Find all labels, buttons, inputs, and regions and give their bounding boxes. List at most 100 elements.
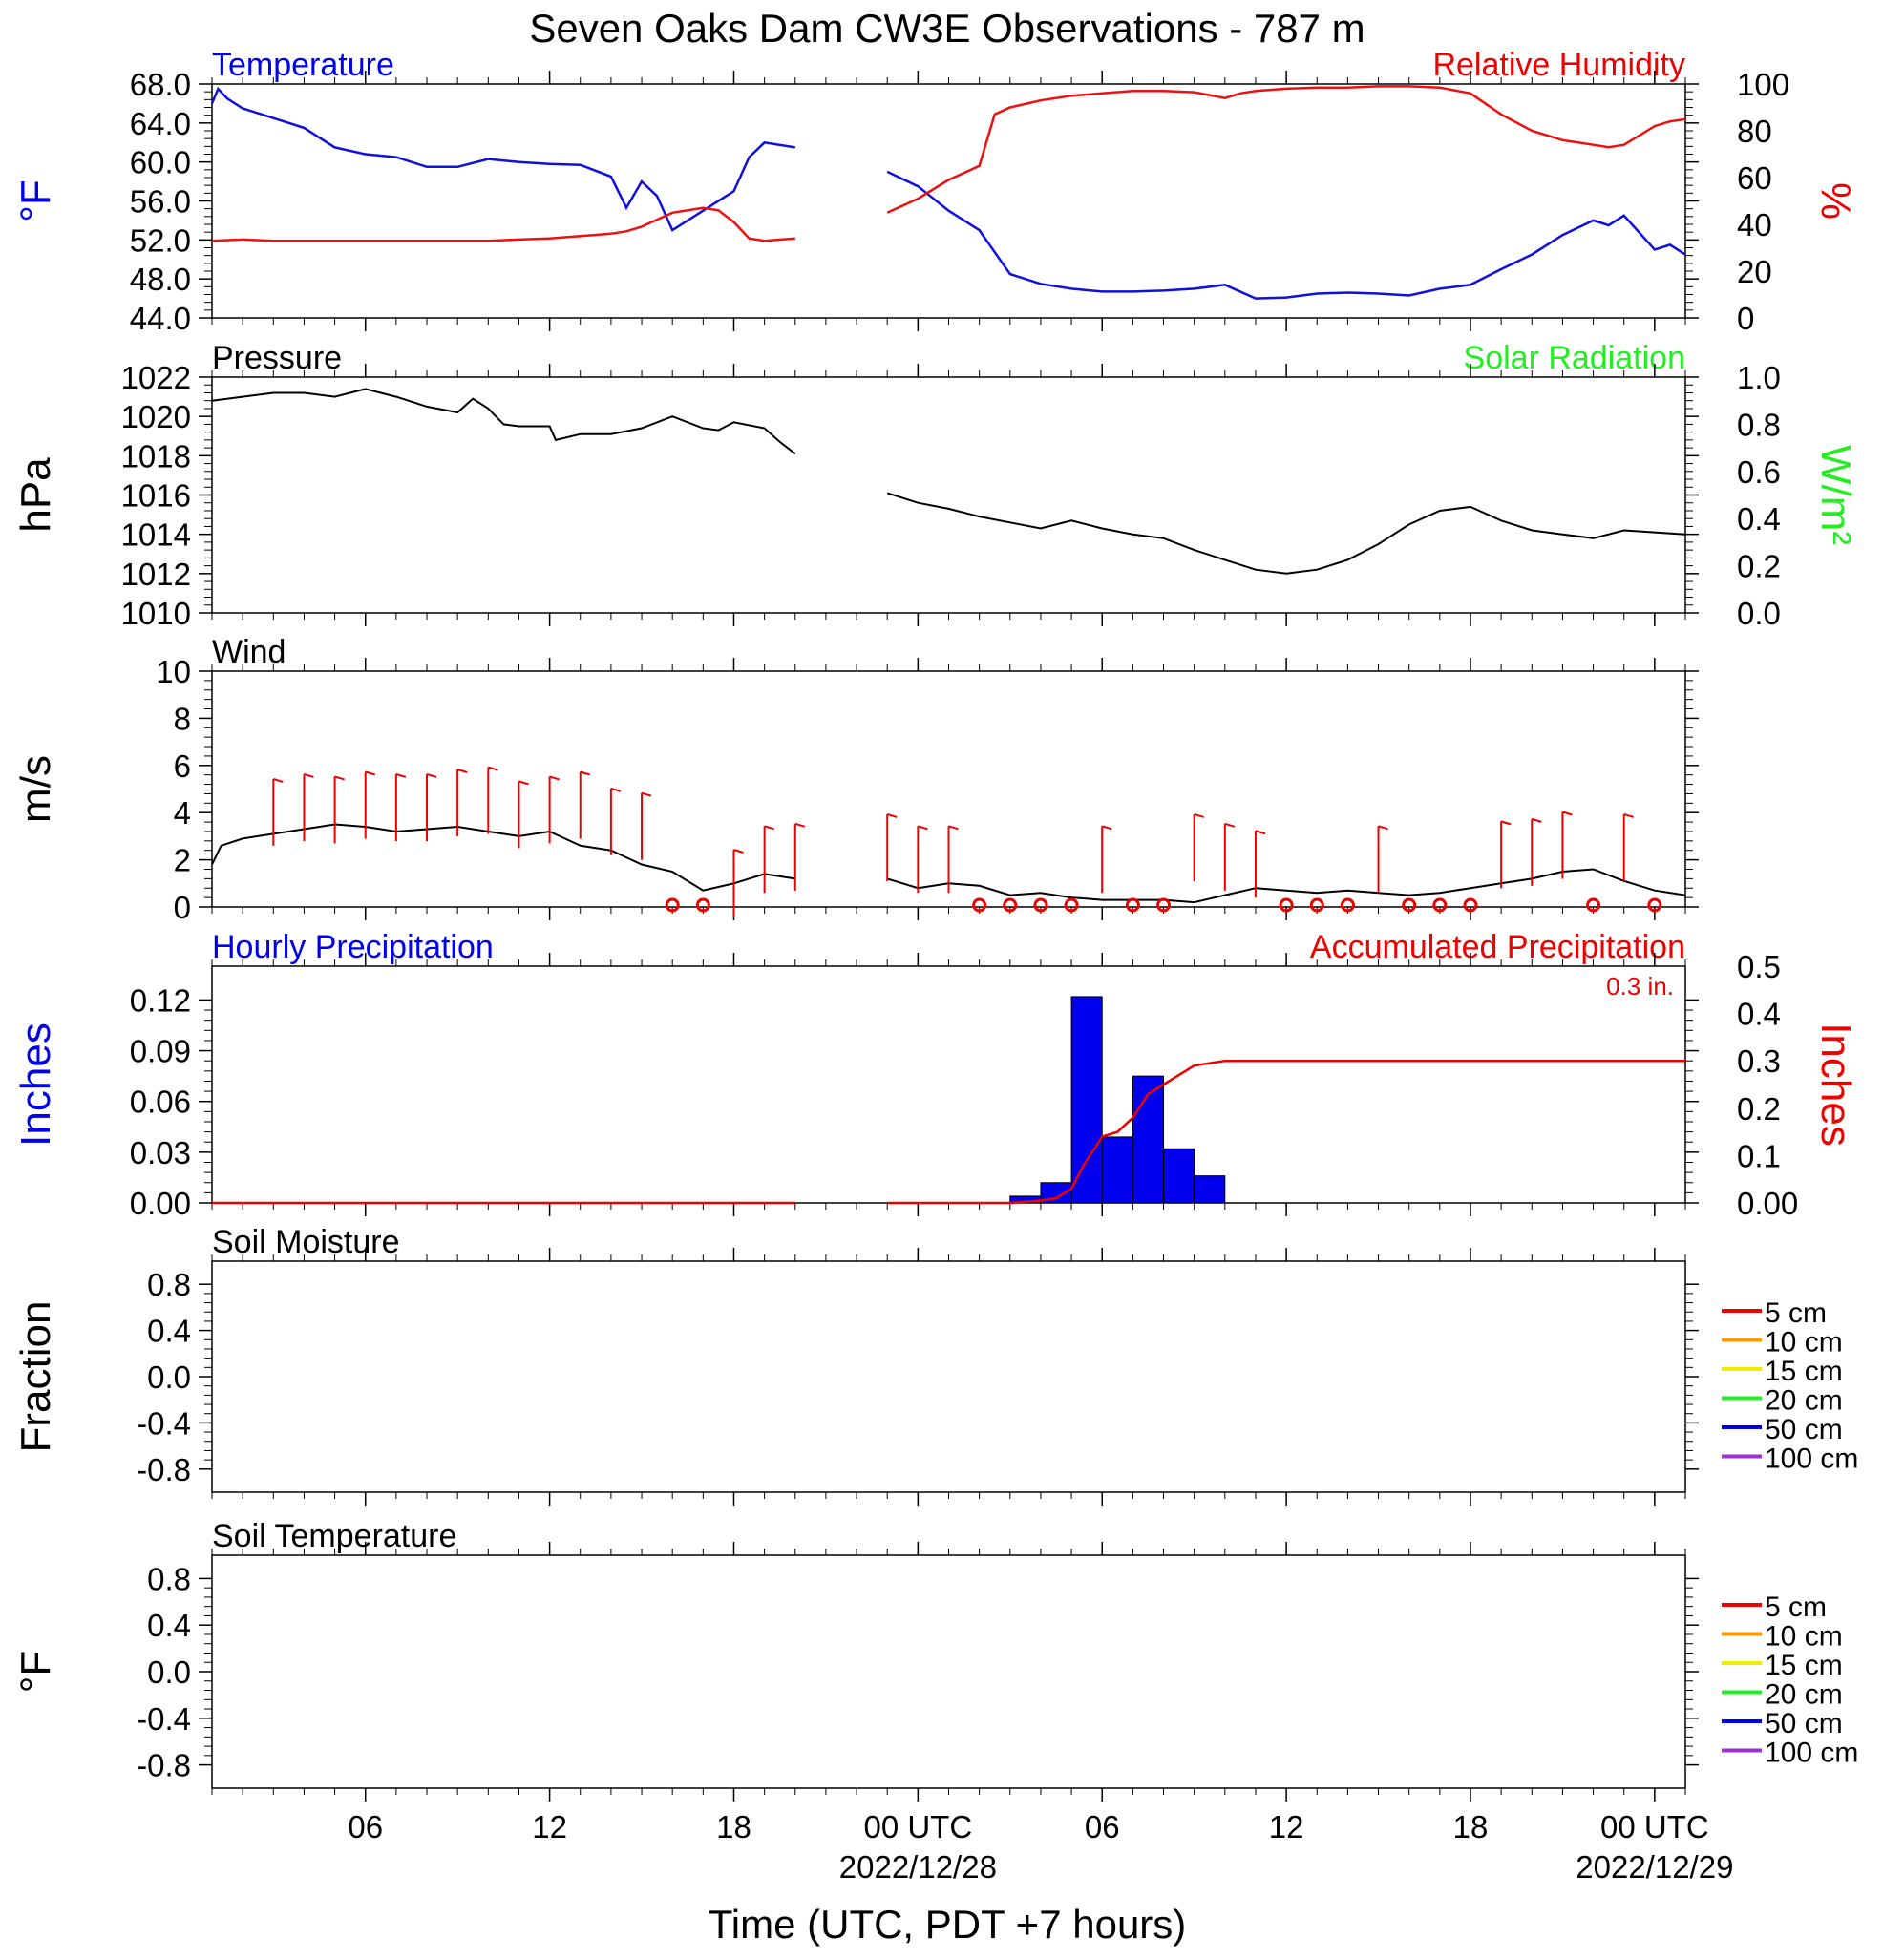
- legend-label: 20 cm: [1765, 1679, 1843, 1711]
- y-axis-label: hPa: [12, 457, 59, 533]
- wind-barb-flag: [334, 775, 345, 781]
- y-tick-label: 56.0: [130, 184, 191, 220]
- panels-group: Temperature Relative Humidity68.064.060.0…: [12, 47, 1859, 1802]
- y-right-tick-label: 60: [1737, 160, 1772, 196]
- wind-barb-flag: [794, 822, 806, 828]
- wind-calm-circle: [1340, 897, 1355, 913]
- panel-left-title: Wind: [212, 634, 286, 670]
- wind-calm-circle: [1309, 897, 1324, 913]
- legend-label: 20 cm: [1765, 1385, 1843, 1417]
- wind-barb-flag: [764, 825, 774, 831]
- wind-barb-flag: [580, 770, 591, 776]
- wind-barb-flag: [1224, 822, 1236, 828]
- y-tick-label: 1010: [121, 596, 191, 631]
- panel-right-title: Accumulated Precipitation: [1310, 929, 1685, 965]
- wind-barb-flag: [1623, 812, 1634, 818]
- series-line-relative-humidity: [211, 206, 795, 242]
- y-tick-label: 1022: [121, 360, 191, 395]
- wind-barb-flag: [641, 791, 652, 797]
- y-axis-label: Fraction: [12, 1301, 59, 1453]
- y-right-tick-label: 40: [1737, 207, 1772, 242]
- y-tick-label: -0.8: [137, 1748, 191, 1783]
- y-tick-label: 0.8: [147, 1267, 191, 1302]
- y-tick-label: 10: [156, 654, 191, 689]
- y-tick-label: 0.4: [147, 1608, 191, 1643]
- y-tick-label: 48.0: [130, 262, 191, 297]
- y-right-tick-label: 0.2: [1737, 549, 1781, 584]
- y-right-tick-label: 0.2: [1737, 1091, 1781, 1127]
- wind-barb-flag: [365, 770, 376, 776]
- x-tick-label: 00 UTC: [864, 1809, 973, 1844]
- y-tick-label: 1018: [121, 438, 191, 474]
- x-axis-title: Time (UTC, PDT +7 hours): [709, 1902, 1187, 1947]
- y-right-tick-label: 0: [1737, 301, 1754, 336]
- y-tick-label: 0.0: [147, 1654, 191, 1690]
- wind-barb-flag: [610, 787, 622, 792]
- y-tick-label: 52.0: [130, 222, 191, 258]
- wind-barb-flag: [1500, 820, 1512, 826]
- panel-annotation: 0.3 in.: [1606, 972, 1674, 1001]
- y-right-tick-label: 20: [1737, 254, 1772, 289]
- y-tick-label: 8: [174, 701, 191, 736]
- y-right-tick-label: 80: [1737, 114, 1772, 149]
- y-right-tick-label: 0.00: [1737, 1186, 1798, 1221]
- y-right-tick-label: 0.3: [1737, 1043, 1781, 1079]
- y-tick-label: 6: [174, 748, 191, 784]
- y-right-tick-label: 0.0: [1737, 596, 1781, 631]
- series-line-temperature: [886, 170, 1686, 300]
- y-tick-label: 1016: [121, 478, 191, 514]
- series-line-wind-speed: [211, 823, 795, 892]
- y-tick-label: -0.4: [137, 1405, 191, 1441]
- panel-soil_moisture: Soil Moisture 0.8 0.4 0.0 -0.4 -0.8 Fraction 5 …: [12, 1224, 1858, 1506]
- precip-bar: [1194, 1175, 1226, 1204]
- y-right-axis-label: Inches: [1812, 1022, 1859, 1147]
- wind-calm-circle: [1003, 897, 1018, 913]
- x-tick-label: 00 UTC: [1600, 1809, 1709, 1844]
- panel-frame: [211, 1260, 1686, 1493]
- wind-calm-circle: [1432, 897, 1448, 913]
- wind-calm-circle: [1647, 897, 1662, 913]
- y-tick-label: 0.12: [130, 982, 191, 1018]
- panel-right-title: Relative Humidity: [1432, 47, 1685, 83]
- wind-barb-flag: [518, 780, 529, 786]
- panel-left-title: Temperature: [212, 47, 394, 83]
- x-tick-label: 18: [716, 1809, 751, 1844]
- precip-bar: [1163, 1148, 1195, 1204]
- panel-frame: [211, 965, 1686, 1204]
- wind-barb-flag: [733, 849, 744, 854]
- panel-frame: [211, 1554, 1686, 1789]
- wind-calm-circle: [972, 897, 987, 913]
- wind-calm-circle: [665, 897, 680, 913]
- y-tick-label: 4: [174, 795, 191, 831]
- panel-temp_rh: Temperature Relative Humidity 68.0 64.0 60.0…: [12, 47, 1859, 336]
- precip-bar: [1132, 1075, 1165, 1204]
- y-tick-label: 68.0: [130, 67, 191, 102]
- panel-left-title: Soil Moisture: [212, 1224, 400, 1260]
- y-tick-label: 0.03: [130, 1135, 191, 1170]
- y-tick-label: 0.8: [147, 1561, 191, 1596]
- wind-calm-circle: [1125, 897, 1140, 913]
- panel-wind: Wind 10 8 6 4 2 0 m/s: [12, 634, 1699, 925]
- series-line-pressure: [211, 388, 796, 455]
- wind-barb-flag: [918, 825, 928, 831]
- y-right-tick-label: 0.6: [1737, 454, 1781, 490]
- wind-barb-flag: [886, 812, 898, 818]
- wind-calm-circle: [1279, 897, 1294, 913]
- wind-barb-flag: [1194, 812, 1204, 818]
- wind-calm-circle: [1586, 897, 1601, 913]
- x-tick-label: 06: [1085, 1809, 1120, 1844]
- wind-calm-circle: [1463, 897, 1478, 913]
- y-right-tick-label: 0.8: [1737, 407, 1781, 442]
- series-line-temperature: [210, 86, 795, 232]
- x-tick-label: 18: [1453, 1809, 1489, 1844]
- precip-bar: [1101, 1136, 1133, 1204]
- legend-label: 15 cm: [1765, 1650, 1843, 1681]
- series-line-accumulated-precipitation: [887, 1059, 1685, 1205]
- wind-barb-flag: [948, 825, 959, 831]
- y-right-tick-label: 100: [1737, 67, 1789, 102]
- wind-barb-flag: [395, 773, 407, 778]
- legend-label: 5 cm: [1765, 1297, 1827, 1329]
- x-tick-date-label: 2022/12/29: [1576, 1849, 1733, 1885]
